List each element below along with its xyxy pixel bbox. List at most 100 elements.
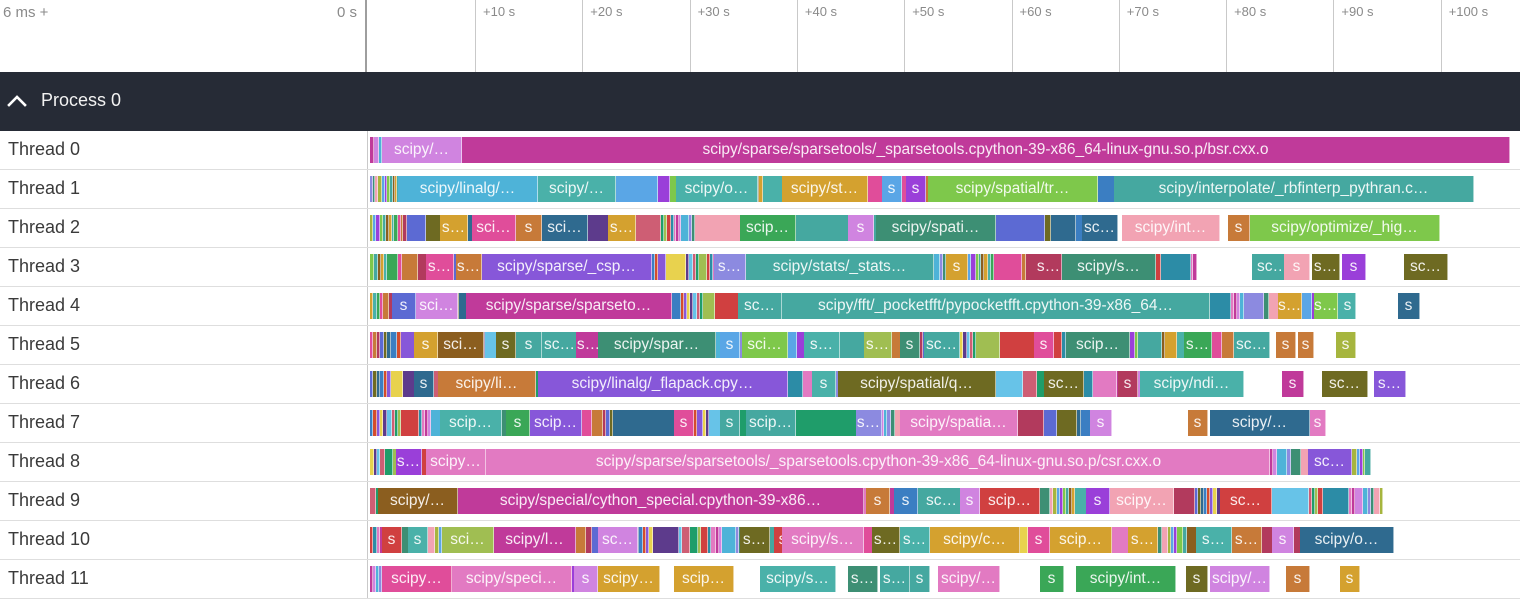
trace-slice[interactable]	[1171, 527, 1174, 553]
trace-slice[interactable]	[1267, 488, 1309, 514]
trace-slice[interactable]: sc…	[598, 527, 638, 553]
trace-slice[interactable]	[706, 410, 709, 436]
trace-slice[interactable]	[1193, 254, 1197, 280]
trace-slice[interactable]	[711, 527, 716, 553]
trace-slice[interactable]: s	[1336, 332, 1356, 358]
trace-slice[interactable]	[697, 410, 703, 436]
trace-slice[interactable]	[646, 527, 649, 553]
trace-slice[interactable]	[398, 254, 402, 280]
trace-slice[interactable]: s	[1090, 410, 1112, 436]
trace-slice[interactable]	[387, 410, 392, 436]
trace-slice[interactable]	[684, 293, 687, 319]
trace-slice[interactable]: s…	[456, 254, 482, 280]
trace-slice[interactable]	[661, 215, 664, 241]
trace-slice[interactable]: s	[674, 410, 694, 436]
trace-slice[interactable]	[703, 410, 706, 436]
trace-slice[interactable]	[994, 254, 1022, 280]
trace-slice[interactable]	[373, 566, 376, 592]
trace-slice[interactable]	[387, 371, 391, 397]
trace-slice[interactable]	[1162, 332, 1165, 358]
trace-slice[interactable]	[385, 449, 393, 475]
trace-slice[interactable]: scipy/s…	[760, 566, 836, 592]
trace-slice[interactable]	[1371, 488, 1374, 514]
trace-slice[interactable]: scipy/li…	[438, 371, 536, 397]
trace-slice[interactable]: s	[906, 176, 926, 202]
trace-slice[interactable]	[1234, 293, 1237, 319]
trace-slice[interactable]: s	[574, 566, 598, 592]
trace-slice[interactable]	[1363, 449, 1365, 475]
trace-slice[interactable]	[402, 254, 418, 280]
trace-slice[interactable]	[1204, 488, 1207, 514]
trace-slice[interactable]: s	[1276, 332, 1296, 358]
trace-slice[interactable]	[370, 176, 373, 202]
trace-slice[interactable]: scipy/spar…	[598, 332, 716, 358]
trace-slice[interactable]: s…	[740, 527, 770, 553]
trace-slice[interactable]	[967, 332, 970, 358]
trace-slice[interactable]: s…	[1196, 527, 1232, 553]
trace-slice[interactable]	[377, 371, 380, 397]
trace-slice[interactable]	[697, 293, 700, 319]
trace-slice[interactable]	[370, 410, 373, 436]
trace-slice[interactable]	[759, 176, 763, 202]
trace-slice[interactable]	[373, 215, 376, 241]
trace-slice[interactable]: scipy/o…	[1300, 527, 1394, 553]
trace-slice[interactable]	[693, 293, 697, 319]
trace-slice[interactable]	[652, 254, 655, 280]
trace-slice[interactable]: s…	[856, 410, 882, 436]
trace-slice[interactable]: scipy/sparse/_csp…	[482, 254, 652, 280]
trace-slice[interactable]	[1057, 488, 1060, 514]
trace-slice[interactable]	[425, 410, 428, 436]
trace-slice[interactable]	[439, 527, 442, 553]
trace-slice[interactable]	[1060, 488, 1063, 514]
trace-slice[interactable]: s	[1040, 566, 1064, 592]
trace-slice[interactable]	[1291, 449, 1301, 475]
trace-slice[interactable]	[370, 488, 376, 514]
trace-slice[interactable]: scipy/stats/_stats…	[746, 254, 934, 280]
trace-slice[interactable]	[1355, 488, 1363, 514]
trace-slice[interactable]	[382, 176, 385, 202]
trace-slice[interactable]: s	[382, 527, 402, 553]
trace-slice[interactable]	[1264, 293, 1269, 319]
trace-slice[interactable]	[1051, 215, 1076, 241]
trace-slice[interactable]	[653, 527, 679, 553]
trace-slice[interactable]: s	[1286, 566, 1310, 592]
trace-slice[interactable]	[383, 410, 387, 436]
trace-slice[interactable]: s	[408, 527, 428, 553]
trace-slice[interactable]	[387, 176, 390, 202]
trace-slice[interactable]	[991, 254, 994, 280]
trace-slice[interactable]	[1195, 488, 1198, 514]
process-header[interactable]: Process 0	[0, 72, 1520, 131]
trace-slice[interactable]: s	[946, 254, 968, 280]
trace-slice[interactable]	[1045, 215, 1051, 241]
trace-slice[interactable]: s	[960, 488, 980, 514]
trace-slice[interactable]	[380, 371, 384, 397]
trace-slice[interactable]	[1363, 488, 1368, 514]
trace-slice[interactable]: scipy/sparse/sparsetools/_sparsetools.cp…	[488, 449, 1270, 475]
trace-slice[interactable]	[379, 137, 382, 163]
trace-slice[interactable]: sc…	[1308, 449, 1352, 475]
trace-slice[interactable]	[981, 254, 984, 280]
trace-slice[interactable]: s	[910, 566, 930, 592]
trace-slice[interactable]	[639, 527, 643, 553]
trace-slice[interactable]	[920, 332, 923, 358]
trace-slice[interactable]: s	[1028, 527, 1050, 553]
trace-slice[interactable]	[370, 371, 373, 397]
trace-slice[interactable]: scipy/sparse/sparsetools/_sparsetools.cp…	[462, 137, 1510, 163]
trace-slice[interactable]	[603, 410, 606, 436]
trace-slice[interactable]: sci…	[438, 332, 484, 358]
trace-slice[interactable]	[837, 332, 865, 358]
trace-slice[interactable]	[1162, 527, 1168, 553]
trace-slice[interactable]: scipy…	[426, 449, 486, 475]
trace-slice[interactable]	[1318, 488, 1323, 514]
trace-slice[interactable]: scipy/special/cython_special.cpython-39-…	[458, 488, 864, 514]
trace-slice[interactable]	[701, 527, 708, 553]
trace-slice[interactable]	[666, 254, 686, 280]
trace-slice[interactable]	[1374, 488, 1380, 514]
trace-slice[interactable]	[963, 332, 967, 358]
trace-slice[interactable]	[380, 410, 383, 436]
trace-slice[interactable]	[377, 449, 380, 475]
trace-slice[interactable]: scipy…	[598, 566, 660, 592]
trace-slice[interactable]	[422, 410, 425, 436]
trace-slice[interactable]: scipy/interpolate/_rbfinterp_pythran.c…	[1114, 176, 1474, 202]
trace-slice[interactable]	[787, 332, 797, 358]
